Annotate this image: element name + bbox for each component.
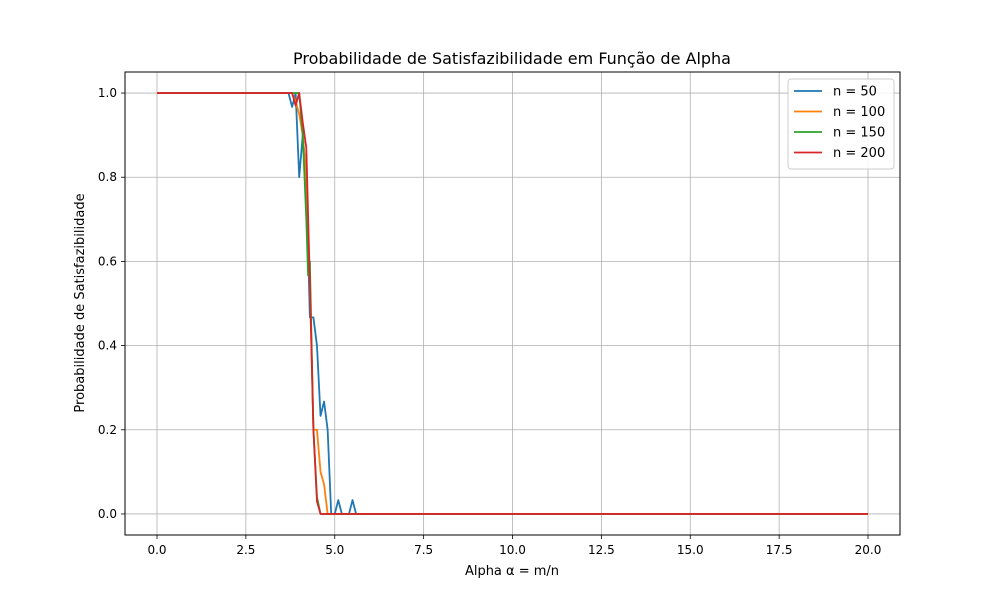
y-tick-label: 0.2 <box>98 423 117 437</box>
x-tick-label: 5.0 <box>325 543 344 557</box>
legend-label: n = 200 <box>833 146 885 161</box>
y-tick-label: 0.0 <box>98 507 117 521</box>
x-tick-label: 0.0 <box>147 543 166 557</box>
tick-layer: 0.0 2.5 5.0 7.5 10.0 12.5 15.0 17.5 20.0 0.0 0.2 0.… <box>98 86 881 557</box>
legend: n = 50 n = 100 n = 150 n = 200 <box>787 78 895 170</box>
legend-label: n = 50 <box>833 85 877 100</box>
x-tick-label: 15.0 <box>677 543 704 557</box>
y-tick-label: 0.4 <box>98 339 117 353</box>
chart-title: Probabilidade de Satisfazibilidade em Fu… <box>293 49 731 68</box>
x-tick-label: 7.5 <box>414 543 433 557</box>
legend-box <box>787 78 895 170</box>
legend-label: n = 150 <box>833 126 885 141</box>
x-tick-label: 20.0 <box>855 543 882 557</box>
x-tick-label: 12.5 <box>588 543 615 557</box>
y-tick-label: 0.8 <box>98 170 117 184</box>
series-line-4 <box>157 92 868 515</box>
y-tick-label: 0.6 <box>98 254 117 268</box>
x-tick-label: 2.5 <box>236 543 255 557</box>
x-tick-label: 17.5 <box>766 543 793 557</box>
y-axis-label: Probabilidade de Satisfazibilidade <box>73 193 88 412</box>
y-tick-label: 1.0 <box>98 86 117 100</box>
x-axis-label: Alpha α = m/n <box>465 564 559 579</box>
x-tick-label: 10.0 <box>499 543 526 557</box>
legend-label: n = 100 <box>833 105 885 120</box>
series-layer <box>157 92 868 515</box>
